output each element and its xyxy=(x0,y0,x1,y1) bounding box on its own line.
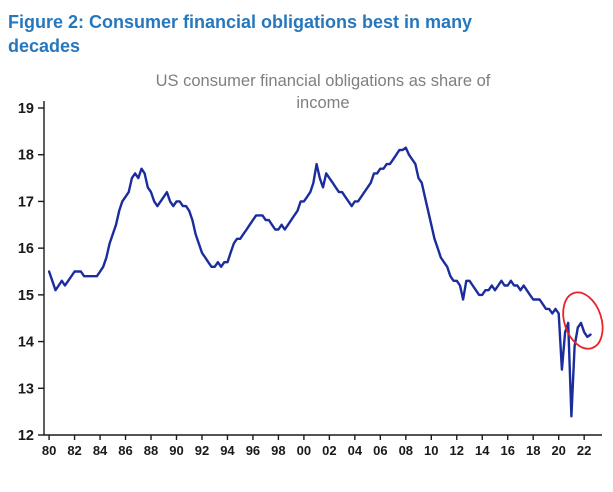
x-tick-label: 22 xyxy=(577,443,591,458)
x-tick-label: 06 xyxy=(373,443,387,458)
x-tick-label: 84 xyxy=(93,443,108,458)
x-tick-label: 04 xyxy=(348,443,363,458)
x-tick-label: 20 xyxy=(551,443,565,458)
y-tick-label: 13 xyxy=(18,381,34,397)
x-tick-label: 96 xyxy=(246,443,260,458)
x-tick-label: 18 xyxy=(526,443,540,458)
x-tick-label: 00 xyxy=(297,443,311,458)
chart-svg: US consumer financial obligations as sha… xyxy=(18,72,604,458)
x-tick-label: 82 xyxy=(67,443,81,458)
x-tick-label: 92 xyxy=(195,443,209,458)
x-tick-label: 14 xyxy=(475,443,490,458)
x-tick-label: 16 xyxy=(500,443,514,458)
x-tick-label: 08 xyxy=(399,443,413,458)
chart: US consumer financial obligations as sha… xyxy=(0,63,613,475)
x-tick-label: 90 xyxy=(169,443,183,458)
y-tick-label: 16 xyxy=(18,241,34,257)
figure-title: Figure 2: Consumer financial obligations… xyxy=(0,0,613,59)
chart-title-line: income xyxy=(296,94,349,112)
figure-title-line-1: Figure 2: Consumer financial obligations… xyxy=(8,12,473,32)
series-line xyxy=(47,146,592,418)
x-tick-label: 80 xyxy=(42,443,56,458)
x-tick-label: 10 xyxy=(424,443,438,458)
y-tick-label: 17 xyxy=(18,194,34,210)
x-tick-label: 94 xyxy=(220,443,235,458)
y-tick-label: 14 xyxy=(18,334,34,350)
x-tick-label: 86 xyxy=(118,443,132,458)
x-tick-label: 12 xyxy=(450,443,464,458)
y-tick-label: 18 xyxy=(18,147,34,163)
y-tick-label: 19 xyxy=(18,101,34,117)
x-tick-label: 98 xyxy=(271,443,285,458)
x-tick-label: 02 xyxy=(322,443,336,458)
highlight-ellipse xyxy=(562,291,604,350)
y-tick-label: 12 xyxy=(18,428,34,444)
chart-title-line: US consumer financial obligations as sha… xyxy=(156,72,491,90)
figure-title-line-2: decades xyxy=(8,36,81,57)
x-tick-label: 88 xyxy=(144,443,158,458)
y-tick-label: 15 xyxy=(18,287,34,303)
